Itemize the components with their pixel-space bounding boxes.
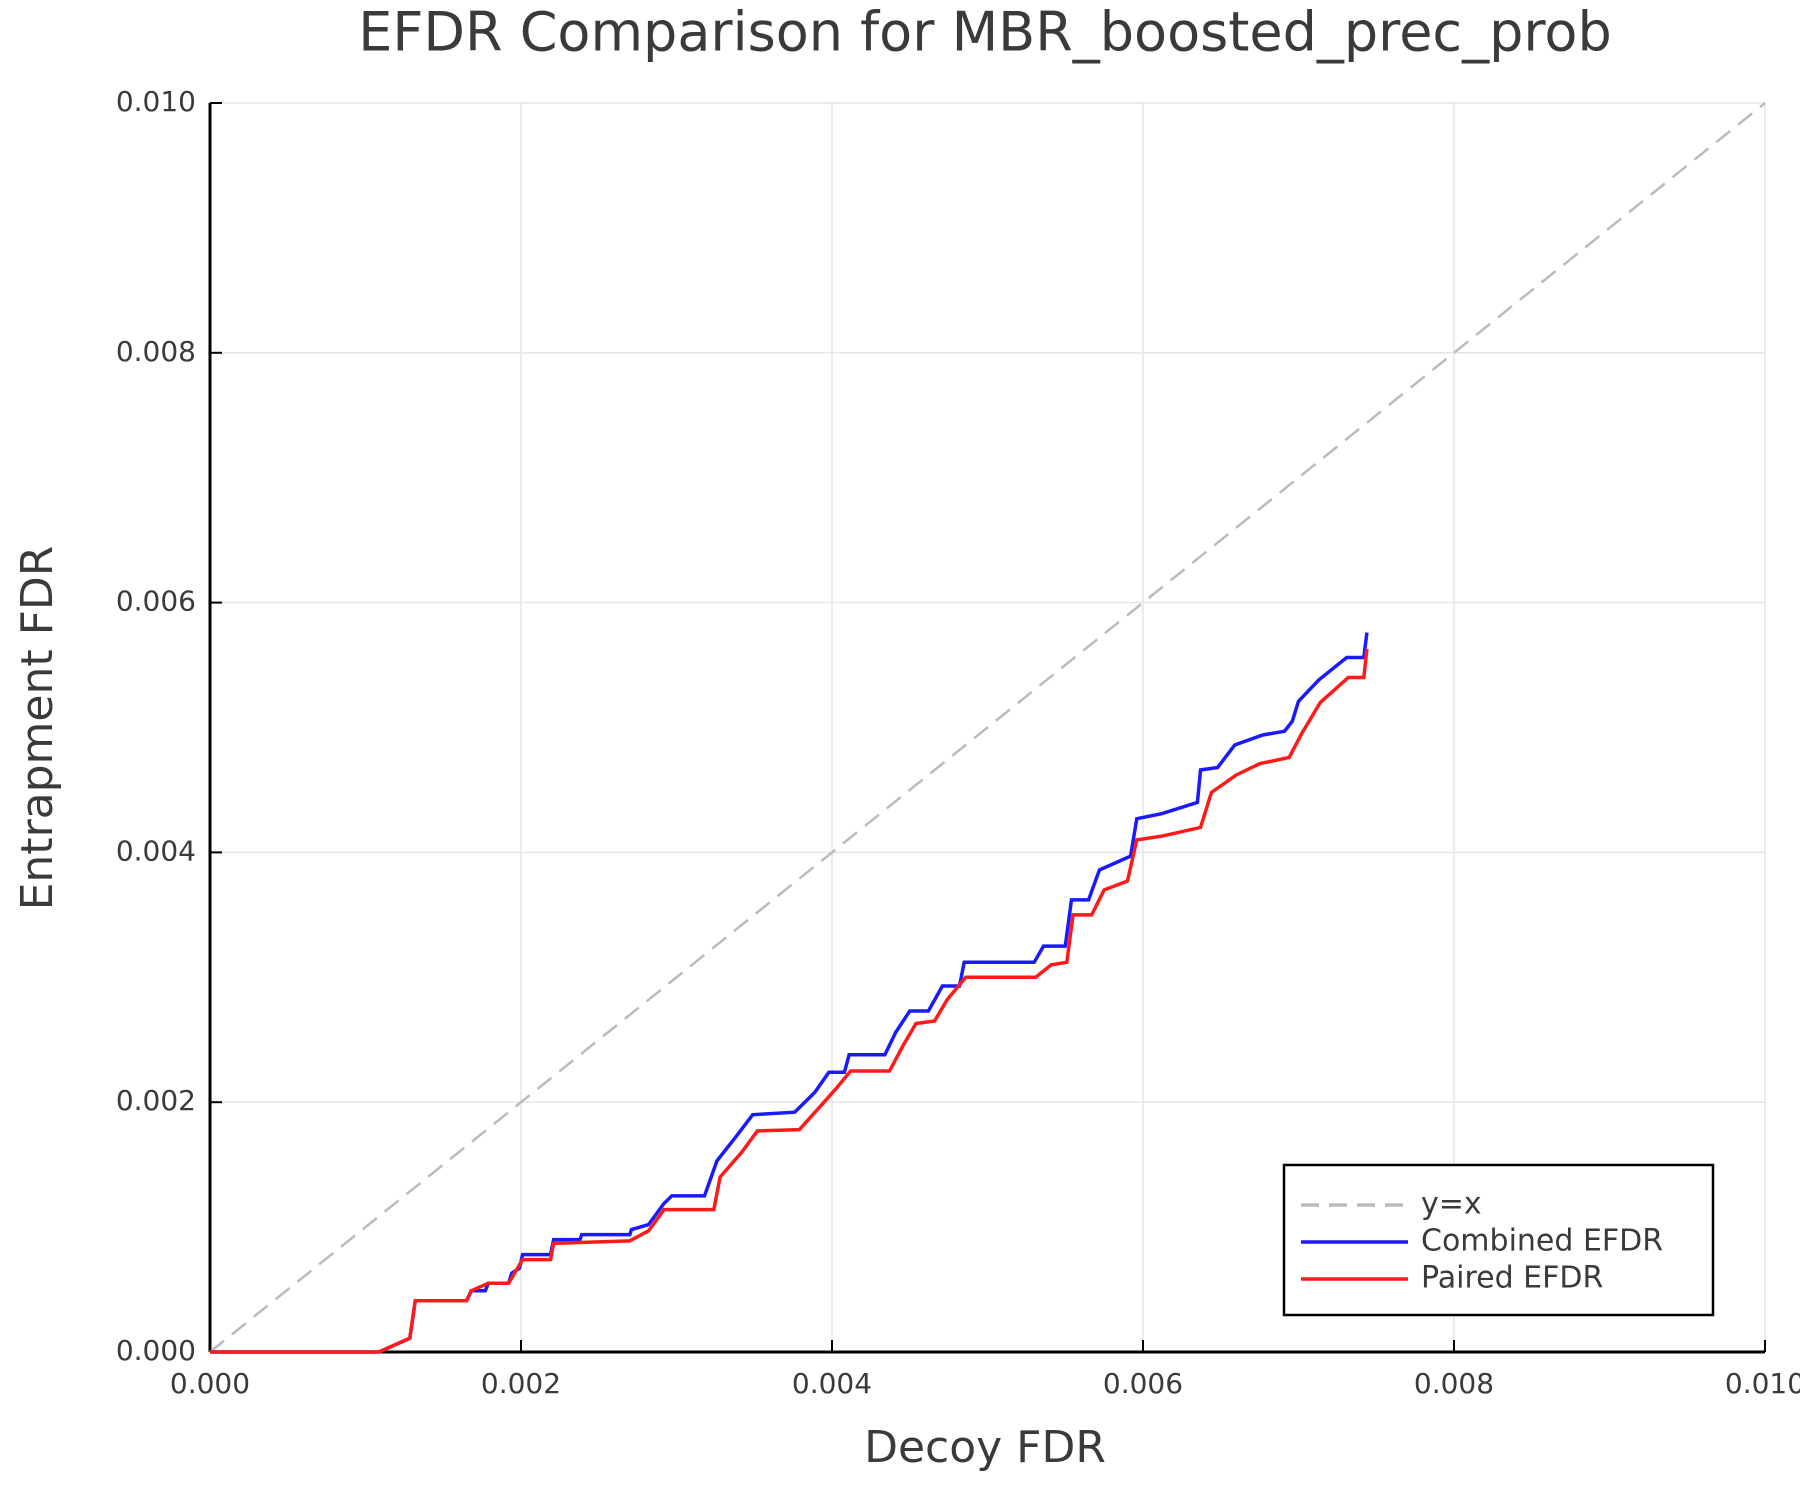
legend-label: Paired EFDR — [1421, 1261, 1603, 1296]
legend-box — [1282, 1163, 1715, 1317]
x-tick-label: 0.008 — [1414, 1367, 1494, 1400]
y-tick-label: 0.008 — [116, 335, 196, 368]
x-tick-label: 0.006 — [1103, 1367, 1183, 1400]
x-tick-label: 0.000 — [170, 1367, 250, 1400]
x-tick-label: 0.002 — [481, 1367, 561, 1400]
y-axis-label: Entrapment FDR — [12, 546, 63, 911]
data-line — [210, 632, 1369, 1354]
y-tick-label: 0.004 — [116, 834, 196, 867]
y-tick-label: 0.002 — [116, 1084, 196, 1117]
x-axis-label: Decoy FDR — [864, 1422, 1106, 1473]
legend-label: y=x — [1421, 1187, 1482, 1222]
legend-label: Combined EFDR — [1421, 1224, 1663, 1259]
y-tick-label: 0.006 — [116, 585, 196, 618]
data-line — [210, 648, 1369, 1354]
x-tick-label: 0.010 — [1725, 1367, 1800, 1400]
data-line — [209, 102, 1766, 1353]
chart-title: EFDR Comparison for MBR_boosted_prec_pro… — [358, 1, 1611, 64]
y-tick-label: 0.000 — [116, 1334, 196, 1367]
x-tick-label: 0.004 — [792, 1367, 872, 1400]
y-tick-label: 0.010 — [116, 85, 196, 118]
